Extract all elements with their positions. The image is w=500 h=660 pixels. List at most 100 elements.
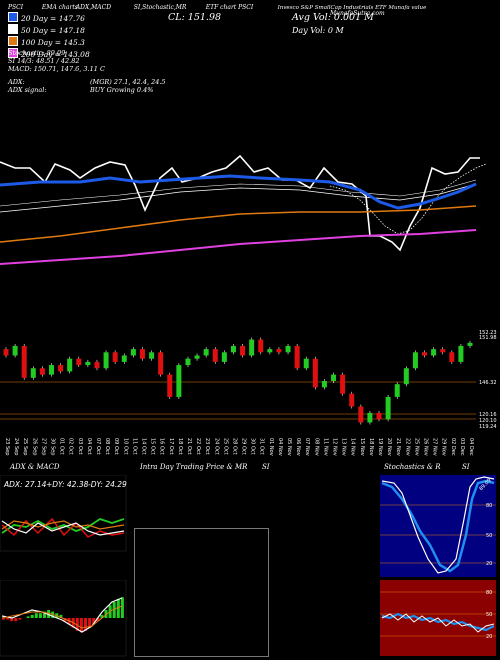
candle bbox=[331, 374, 337, 381]
ema20-label: 20 Day = 147.76 bbox=[21, 14, 85, 23]
candle bbox=[3, 349, 9, 356]
date-tick: 07 Nov bbox=[304, 438, 310, 456]
macd-histogram-bar bbox=[92, 618, 96, 625]
date-tick: 03 Dec bbox=[459, 438, 465, 456]
candle bbox=[21, 345, 27, 378]
ema200-swatch bbox=[8, 48, 18, 58]
candle bbox=[12, 345, 18, 356]
candle bbox=[76, 358, 82, 366]
chart-header: PSCI EMA charts ADX,MACD SI,Stochastic,M… bbox=[8, 4, 498, 11]
ema100-line bbox=[0, 205, 477, 243]
macd-histogram-bar bbox=[2, 618, 5, 620]
macd-histogram-bar bbox=[116, 598, 120, 618]
date-tick: 01 Nov bbox=[268, 438, 274, 456]
macd-histogram-bar bbox=[104, 610, 108, 618]
adx-orange-line bbox=[1, 520, 125, 530]
adx-panel: ADX: 27.14 +DY: 42.38 -DY: 24.29 bbox=[0, 475, 127, 552]
macd-histogram-bar bbox=[38, 613, 42, 618]
candle bbox=[30, 368, 36, 378]
price-level-1: 151.98 bbox=[479, 335, 497, 341]
macd-histogram-bar bbox=[6, 618, 10, 620]
candle bbox=[449, 352, 455, 362]
adx-signal-label: ADX signal: bbox=[8, 86, 47, 94]
macd-histogram-bar bbox=[30, 614, 34, 618]
stoch-level-20: 20 bbox=[486, 561, 492, 567]
stoch-blue-line bbox=[381, 479, 495, 573]
candle bbox=[358, 406, 364, 423]
stochastics-panel: 80 50 20 89.09 bbox=[380, 475, 496, 577]
si-level-50: 50 bbox=[486, 612, 492, 618]
price-level-4: 120.10 bbox=[479, 418, 497, 424]
date-tick: 01 Oct bbox=[59, 438, 65, 455]
date-tick: 18 Nov bbox=[368, 438, 374, 456]
candle bbox=[112, 352, 118, 362]
stoch-level-50: 50 bbox=[486, 533, 492, 539]
candle bbox=[403, 368, 409, 385]
adx-stat-label: ADX: bbox=[8, 78, 25, 86]
ema-chart bbox=[0, 154, 487, 265]
macd-histogram-bar bbox=[10, 618, 14, 622]
ema20-swatch bbox=[8, 12, 18, 22]
candle bbox=[185, 358, 191, 366]
pdi-value-text: +DY: 42.38 bbox=[46, 480, 89, 489]
date-tick: 23 Oct bbox=[204, 438, 210, 455]
macd-histogram-bar bbox=[100, 614, 104, 618]
mdi-value-text: -DY: 24.29 bbox=[88, 480, 127, 489]
day-volume: Day Vol: 0 M bbox=[292, 26, 344, 35]
date-tick: 28 Oct bbox=[231, 438, 237, 455]
watermark: MunafaSutra.com bbox=[330, 10, 385, 17]
candle bbox=[467, 342, 473, 346]
ema50-label: 50 Day = 147.18 bbox=[21, 26, 85, 35]
price-level-5: 119.24 bbox=[479, 424, 497, 430]
candle bbox=[367, 412, 373, 423]
intraday-panel-frame bbox=[134, 528, 269, 657]
candle bbox=[340, 374, 346, 394]
macd-histogram-bar bbox=[112, 602, 116, 618]
date-tick: 14 Oct bbox=[140, 438, 146, 455]
si-panel: 80 50 20 bbox=[380, 580, 496, 656]
date-tick: 13 Nov bbox=[341, 438, 347, 456]
stoch-white-line bbox=[381, 476, 495, 574]
date-tick: 09 Oct bbox=[113, 438, 119, 455]
candle bbox=[422, 352, 428, 356]
candle bbox=[67, 358, 73, 372]
macd-panel bbox=[0, 580, 127, 657]
candle bbox=[130, 349, 136, 356]
intraday-si-title: SI bbox=[262, 463, 270, 471]
date-tick: 31 Oct bbox=[259, 438, 265, 455]
macd-histogram-bar bbox=[26, 616, 30, 618]
date-tick: 15 Nov bbox=[359, 438, 365, 456]
candle bbox=[85, 361, 91, 366]
date-tick: 23 Sep bbox=[4, 438, 10, 455]
macd-histogram-bar bbox=[18, 618, 22, 620]
si-level-20: 20 bbox=[486, 634, 492, 640]
candle bbox=[276, 349, 282, 353]
price-line bbox=[0, 154, 480, 252]
date-tick: 12 Nov bbox=[332, 438, 338, 456]
si-white-line bbox=[381, 613, 495, 633]
ema50-line-2 bbox=[0, 179, 477, 207]
date-tick: 17 Oct bbox=[168, 438, 174, 455]
candle bbox=[158, 352, 164, 375]
ema100-legend: 100 Day = 145.3 bbox=[8, 36, 85, 47]
candle bbox=[121, 355, 127, 362]
date-tick: 06 Nov bbox=[295, 438, 301, 456]
date-tick: 25 Nov bbox=[413, 438, 419, 456]
candle bbox=[285, 345, 291, 353]
date-tick: 08 Oct bbox=[104, 438, 110, 455]
candle bbox=[458, 345, 464, 362]
candle bbox=[394, 384, 400, 397]
header-segment-3: SI,Stochastic,MR bbox=[133, 4, 187, 11]
si-level-80: 80 bbox=[486, 590, 492, 596]
adx-stat-value: (MGR) 27.1, 42.4, 24.5 bbox=[90, 78, 166, 86]
candle bbox=[431, 349, 437, 356]
macd-histogram-bar bbox=[96, 618, 100, 622]
date-tick: 16 Oct bbox=[159, 438, 165, 455]
macd-histogram-bar bbox=[120, 597, 124, 618]
date-tick: 04 Nov bbox=[277, 438, 283, 456]
stochastic-stat: Stochastic: 89.09 bbox=[8, 49, 66, 57]
header-segment-0: PSCI bbox=[8, 4, 24, 11]
macd-histogram-bar bbox=[43, 611, 46, 618]
date-tick: 15 Oct bbox=[150, 438, 156, 455]
candle bbox=[212, 349, 218, 362]
